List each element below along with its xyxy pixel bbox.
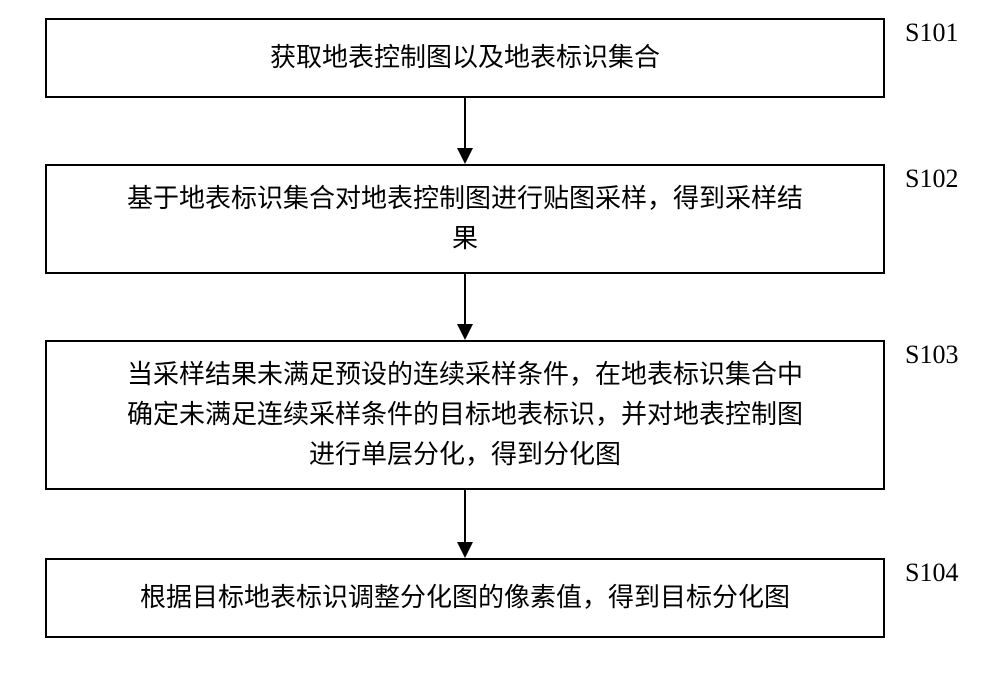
arrow-line bbox=[464, 98, 466, 148]
step-label-s104: S104 bbox=[905, 558, 958, 588]
step-label-s102: S102 bbox=[905, 164, 958, 194]
step-text: 获取地表控制图以及地表标识集合 bbox=[270, 38, 660, 78]
step-box-s101: 获取地表控制图以及地表标识集合 bbox=[45, 18, 885, 98]
arrow-line bbox=[464, 274, 466, 324]
step-box-s104: 根据目标地表标识调整分化图的像素值，得到目标分化图 bbox=[45, 558, 885, 638]
arrow-line bbox=[464, 490, 466, 542]
step-text: 根据目标地表标识调整分化图的像素值，得到目标分化图 bbox=[140, 578, 790, 618]
arrow-head-icon bbox=[457, 542, 473, 558]
flowchart-canvas: 获取地表控制图以及地表标识集合 S101 基于地表标识集合对地表控制图进行贴图采样，… bbox=[0, 0, 1000, 684]
step-label-s103: S103 bbox=[905, 340, 958, 370]
arrow-head-icon bbox=[457, 148, 473, 164]
step-box-s103: 当采样结果未满足预设的连续采样条件，在地表标识集合中 确定未满足连续采样条件的目… bbox=[45, 340, 885, 490]
step-text: 当采样结果未满足预设的连续采样条件，在地表标识集合中 确定未满足连续采样条件的目… bbox=[127, 355, 803, 476]
arrow-head-icon bbox=[457, 324, 473, 340]
step-box-s102: 基于地表标识集合对地表控制图进行贴图采样，得到采样结 果 bbox=[45, 164, 885, 274]
step-text: 基于地表标识集合对地表控制图进行贴图采样，得到采样结 果 bbox=[127, 179, 803, 260]
step-label-s101: S101 bbox=[905, 18, 958, 48]
